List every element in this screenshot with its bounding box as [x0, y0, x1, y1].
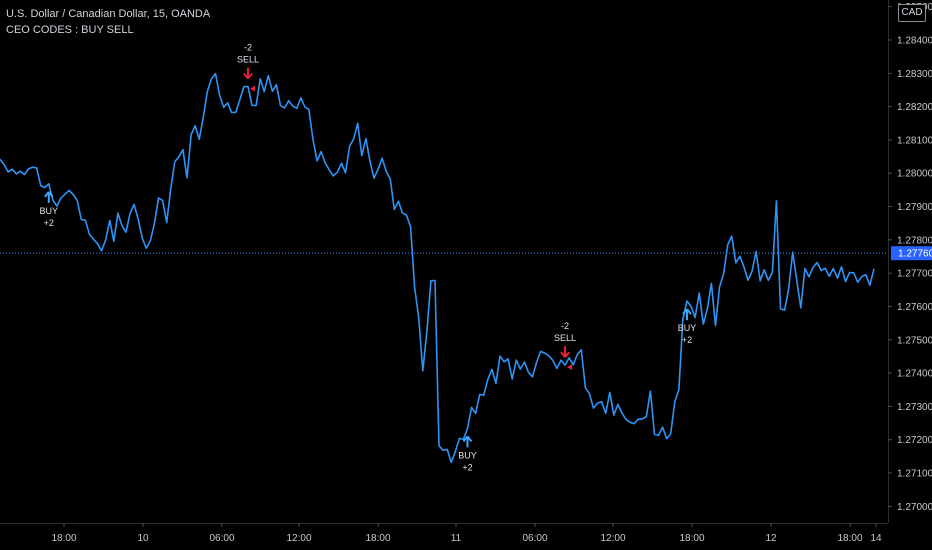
sell-signal-label: SELL — [237, 55, 259, 65]
time-tick-label: 12 — [765, 533, 777, 544]
time-tick-label: 18:00 — [837, 533, 862, 544]
price-tick-label: 1.27400 — [897, 369, 932, 380]
price-tick-label: 1.28400 — [897, 35, 932, 46]
time-tick-label: 11 — [451, 533, 462, 544]
price-tick-label: 1.27000 — [897, 502, 932, 513]
symbol-title[interactable]: U.S. Dollar / Canadian Dollar, 15, OANDA — [6, 8, 211, 20]
last-price-label: 1.27760 — [898, 249, 932, 260]
price-tick-label: 1.27500 — [897, 335, 932, 346]
buy-arrow-icon — [462, 435, 473, 448]
signal-markers: BUY +2 SELL -2 BUY +2 SELL -2 BUY +2 — [40, 43, 697, 473]
time-tick-label: 18:00 — [51, 533, 76, 544]
sell-tick-icon — [249, 85, 255, 92]
sell-signal-value: -2 — [244, 43, 252, 53]
price-tick-label: 1.28300 — [897, 69, 932, 80]
buy-signal-label: BUY — [40, 206, 59, 216]
last-price-tag: 1.27760 — [891, 246, 932, 261]
sell-signal-value: -2 — [561, 321, 569, 331]
buy-signal-value: +2 — [682, 335, 692, 345]
time-tick-label: 14 — [870, 533, 882, 544]
time-tick-label: 18:00 — [679, 533, 704, 544]
price-tick-label: 1.27200 — [897, 435, 932, 446]
buy-signal-value: +2 — [44, 218, 54, 228]
buy-arrow-icon — [682, 308, 692, 321]
buy-signal-label: BUY — [458, 450, 477, 460]
sell-arrow-icon — [243, 67, 253, 80]
price-tick-label: 1.27900 — [897, 202, 932, 213]
time-axis[interactable]: 18:00 10 06:00 12:00 18:00 11 06:00 12:00 18:00 1… — [51, 523, 882, 544]
price-tick-label: 1.27600 — [897, 302, 932, 313]
price-tick-label: 1.28100 — [897, 135, 932, 146]
time-tick-label: 06:00 — [522, 533, 547, 544]
price-tick-label: 1.28200 — [897, 102, 932, 113]
price-tick-label: 1.28000 — [897, 169, 932, 180]
price-tick-label: 1.27100 — [897, 469, 932, 480]
buy-signal-label: BUY — [678, 323, 697, 333]
indicator-title[interactable]: CEO CODES : BUY SELL — [6, 24, 134, 36]
price-tick-label: 1.27800 — [897, 235, 932, 246]
price-series-line — [0, 72, 875, 464]
time-tick-label: 18:00 — [365, 533, 390, 544]
time-tick-label: 12:00 — [600, 533, 625, 544]
time-tick-label: 12:00 — [286, 533, 311, 544]
time-tick-label: 06:00 — [209, 533, 234, 544]
last-price-background — [891, 246, 932, 261]
price-tick-label: 1.27300 — [897, 402, 932, 413]
price-axis[interactable]: 1.285001.284001.283001.282001.281001.280… — [888, 2, 932, 513]
time-tick-label: 10 — [137, 533, 149, 544]
chart-legend: U.S. Dollar / Canadian Dollar, 15, OANDA… — [6, 6, 210, 38]
buy-signal-value: +2 — [462, 462, 472, 472]
buy-arrow-icon — [44, 191, 54, 203]
sell-arrow-icon — [560, 346, 570, 358]
sell-signal-label: SELL — [554, 333, 576, 343]
price-tick-label: 1.27700 — [897, 269, 932, 280]
currency-badge[interactable]: CAD — [898, 4, 926, 22]
sell-tick-icon — [567, 364, 573, 371]
